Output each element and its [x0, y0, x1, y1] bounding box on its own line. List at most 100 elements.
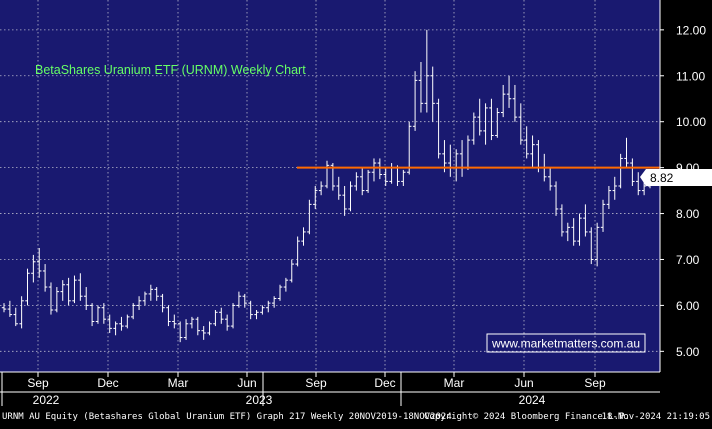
ohlc-bar [500, 84, 506, 118]
last-price-tag-bg [640, 169, 712, 186]
footer-copyright: Copyright© 2024 Bloomberg Finance L.P. [424, 412, 630, 422]
ohlc-bar [19, 296, 24, 329]
y-tick-label: 6.00 [676, 299, 700, 313]
ohlc-bar [131, 303, 136, 320]
ohlc-bar [25, 268, 30, 306]
ohlc-bar [13, 307, 18, 327]
x-tick-label: Dec [374, 376, 395, 390]
ohlc-bar [318, 181, 324, 196]
ohlc-bar [630, 158, 635, 186]
ohlc-bar [377, 158, 383, 180]
ohlc-bar [618, 153, 623, 189]
ohlc-bar [183, 319, 189, 340]
ohlc-bar [336, 176, 341, 200]
ohlc-bar [371, 158, 377, 182]
footer-timestamp: 18-Nov-2024 21:19:05 [602, 412, 710, 422]
ohlc-bar [571, 218, 576, 246]
ohlc-bar [418, 62, 424, 113]
watermark-border [486, 333, 646, 353]
ohlc-bar [342, 186, 347, 216]
ohlc-bar [101, 303, 107, 324]
plot-area [0, 0, 660, 372]
ohlc-bar [230, 303, 236, 329]
ohlc-bar [166, 305, 171, 327]
ohlc-bar [54, 287, 60, 313]
ohlc-bar [471, 112, 477, 145]
ohlc-bar [565, 222, 570, 242]
x-axis: Sep Dec Mar Jun Sep Dec Mar Jun Sep 2022 2023 2024 [0, 371, 660, 407]
y-tick-label: 11.00 [676, 69, 705, 83]
ohlc-bar [495, 107, 500, 138]
ohlc-bar [518, 103, 523, 145]
ohlc-bar [301, 227, 306, 246]
ohlc-bar [31, 254, 36, 283]
ohlc-bar [600, 199, 606, 232]
ohlc-bar [624, 137, 629, 168]
ohlc-bar [524, 126, 529, 159]
ohlc-bar [436, 98, 441, 159]
ohlc-bar [89, 303, 95, 327]
x-tick-label: Dec [97, 376, 118, 390]
ohlc-bar [313, 186, 318, 209]
ohlc-bar [42, 264, 48, 292]
footer: URNM AU Equity (Betashares Global Uraniu… [2, 412, 710, 422]
ohlc-bar [213, 310, 218, 327]
ohlc-bar [594, 222, 600, 267]
year-label: 2024 [519, 393, 546, 407]
ohlc-bar [583, 204, 588, 237]
ohlc-bar [430, 66, 435, 122]
ohlc-bar [530, 135, 535, 168]
ohlc-bar [354, 172, 359, 191]
ohlc-bar [360, 167, 365, 196]
ohlc-bar [324, 160, 330, 189]
ohlc-bar [148, 284, 154, 301]
ohlc-bar [195, 316, 200, 336]
ohlc-bar [66, 277, 71, 306]
ohlc-bar [547, 167, 553, 191]
ohlc-bar [277, 284, 283, 301]
ohlc-bar [207, 321, 212, 336]
ohlc-bar [154, 287, 159, 301]
price-bars [1, 29, 653, 343]
ohlc-bar [489, 98, 494, 141]
ohlc-bar [48, 282, 54, 315]
watermark-box: www.marketmatters.com.au [486, 333, 646, 353]
y-tick-label: 8.00 [676, 207, 700, 221]
ohlc-bar [78, 273, 83, 301]
ohlc-bar [307, 199, 312, 235]
x-tick-label: Sep [584, 376, 606, 390]
last-price-value: 8.82 [650, 171, 674, 185]
ohlc-bar [401, 169, 406, 186]
ohlc-bar [283, 277, 289, 292]
ohlc-bar [577, 213, 582, 246]
ohlc-bar [95, 305, 101, 324]
footer-source: URNM AU Equity (Betashares Global Uraniu… [2, 412, 452, 422]
x-tick-label: Mar [168, 376, 189, 390]
ohlc-bar [236, 291, 242, 308]
ohlc-bar [219, 307, 224, 324]
x-tick-label: Jun [514, 376, 533, 390]
ohlc-bar [254, 310, 259, 320]
ohlc-bar [72, 275, 77, 304]
ohlc-bar [248, 300, 253, 320]
ohlc-bar [606, 186, 612, 209]
ohlc-bar [142, 291, 148, 306]
ohlc-bar [483, 103, 488, 145]
x-tick-label: Sep [305, 376, 327, 390]
ohlc-bar [289, 259, 294, 283]
last-price-tag: 8.82 [640, 169, 712, 186]
ohlc-bar [119, 316, 124, 331]
x-tick-label: Jun [237, 376, 256, 390]
ohlc-bar [7, 300, 13, 317]
ohlc-bar [201, 326, 206, 340]
ohlc-bar [60, 280, 65, 301]
ohlc-bar [506, 75, 512, 108]
y-tick-label: 10.00 [676, 115, 706, 129]
ohlc-bar [636, 172, 641, 196]
ohlc-bar [177, 321, 183, 343]
ohlc-bar [1, 303, 7, 313]
ohlc-bar [365, 169, 371, 193]
ohlc-bar [260, 305, 265, 315]
